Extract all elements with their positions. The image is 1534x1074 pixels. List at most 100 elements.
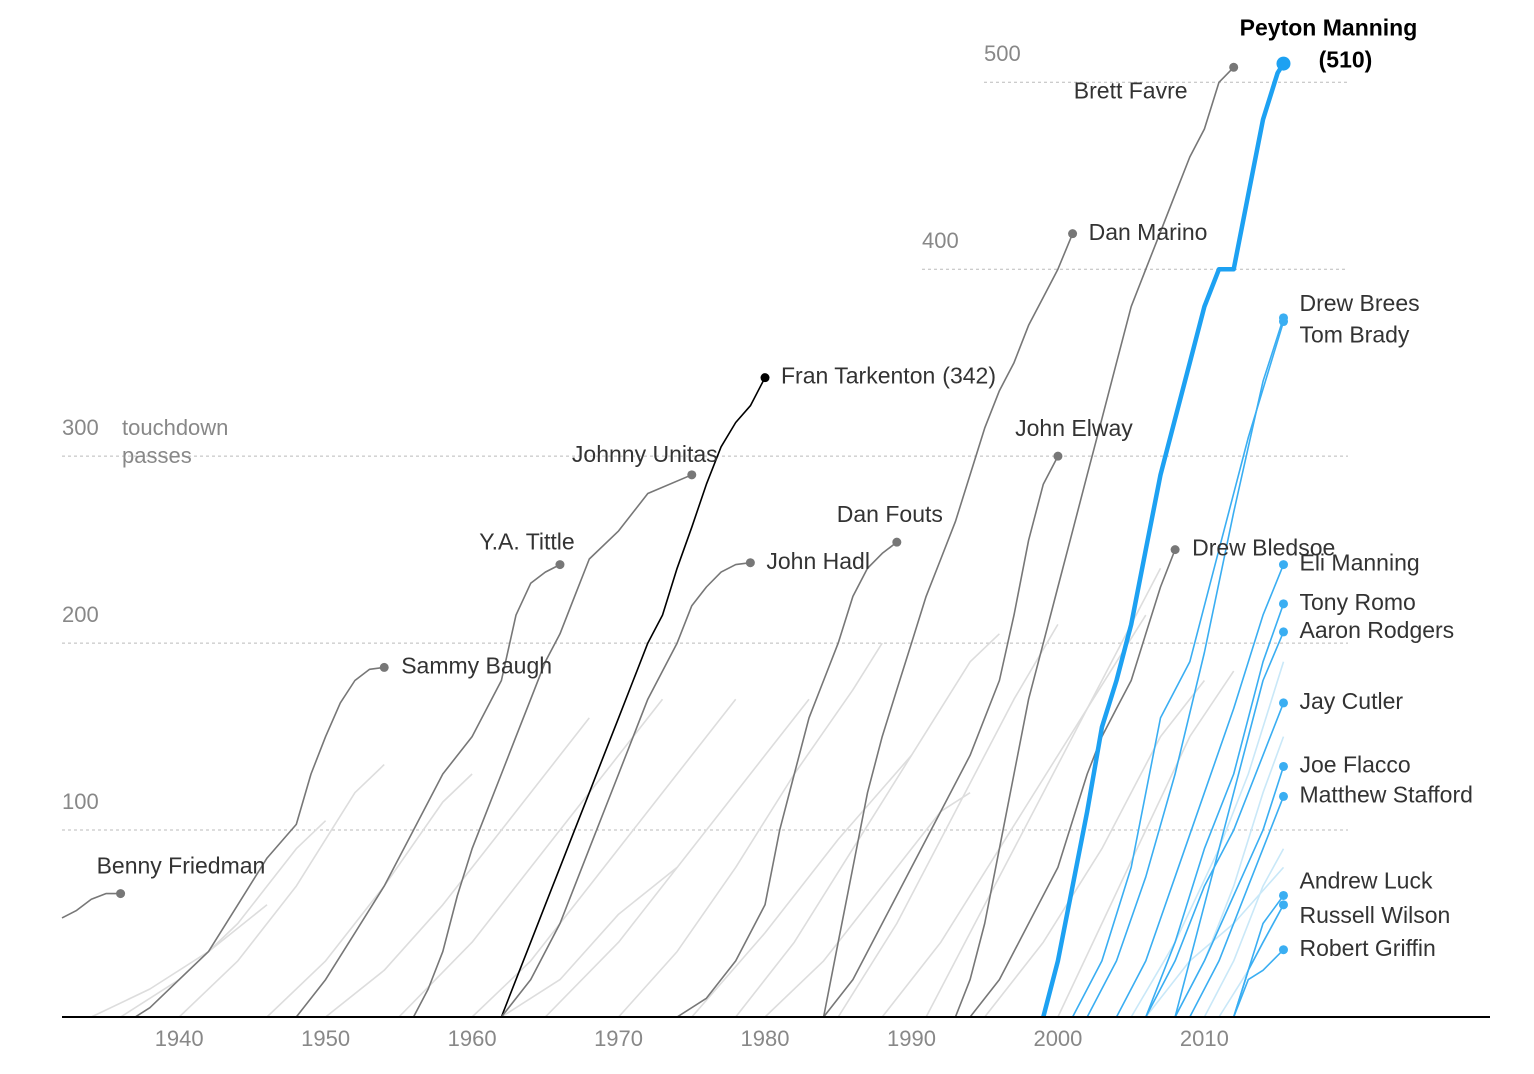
background-line (735, 633, 1000, 1018)
end-dot (1276, 56, 1291, 71)
background-line (925, 567, 1162, 1018)
background-line (1145, 866, 1285, 1018)
player-line (822, 455, 1059, 1018)
end-dot (1278, 599, 1288, 609)
series-label: Eli Manning (1299, 550, 1419, 576)
value-label: (342) (942, 363, 996, 389)
end-dot (1068, 229, 1078, 239)
series-label: Russell Wilson (1299, 902, 1450, 928)
series-label: Fran Tarkenton (781, 363, 935, 389)
end-dot (1278, 560, 1288, 570)
background-line (881, 614, 1147, 1018)
series-label: Y.A. Tittle (479, 529, 574, 555)
series-label: Drew Bledsoe (1192, 535, 1335, 561)
end-dot (116, 889, 126, 899)
y-tick-label: 300 (62, 415, 99, 440)
y-tick-label: 500 (984, 41, 1021, 66)
player-line (1189, 796, 1285, 1018)
background-line (325, 717, 590, 1018)
x-tick-label: 1950 (301, 1026, 350, 1051)
x-tick-label: 1940 (155, 1026, 204, 1051)
player-line (954, 66, 1235, 1018)
player-line (412, 474, 693, 1018)
background-line (1203, 848, 1285, 1018)
player-line (1174, 631, 1285, 1018)
end-dot (1278, 900, 1288, 910)
series-label: Andrew Luck (1299, 868, 1432, 894)
background-line (266, 773, 473, 1018)
x-tick-label: 1960 (448, 1026, 497, 1051)
x-tick-label: 1990 (887, 1026, 936, 1051)
end-dot (1278, 890, 1288, 900)
series-label: Tony Romo (1299, 589, 1415, 615)
series-label: Drew Brees (1299, 290, 1419, 316)
end-dot (1229, 62, 1239, 72)
series-label: John Elway (1015, 415, 1133, 441)
player-line (134, 666, 385, 1018)
series-label: Jay Cutler (1299, 688, 1403, 714)
background-line (837, 623, 1059, 1018)
x-tick-label: 1980 (741, 1026, 790, 1051)
end-dot (745, 558, 755, 568)
series-label: Peyton Manning (1240, 15, 1418, 41)
background-line (90, 904, 268, 1018)
end-dot (555, 560, 565, 570)
series-label: Johnny Unitas (572, 441, 718, 467)
player-line (676, 541, 898, 1018)
end-dot (892, 537, 902, 547)
player-line (1232, 949, 1285, 1018)
background-line (120, 820, 327, 1018)
player-line (1145, 702, 1285, 1018)
background-line (984, 680, 1206, 1018)
end-dot (760, 373, 770, 383)
player-line (500, 561, 751, 1018)
player-line (61, 892, 121, 919)
end-dot (1278, 698, 1288, 708)
background-line (178, 764, 385, 1018)
x-tick-label: 2010 (1180, 1026, 1229, 1051)
end-dot (379, 662, 389, 672)
end-dot (1278, 791, 1288, 801)
background-line (618, 642, 883, 1018)
y-tick-label: 400 (922, 228, 959, 253)
player-line (500, 377, 766, 1018)
player-line (969, 549, 1176, 1018)
background-line (500, 866, 678, 1018)
x-tick-label: 1970 (594, 1026, 643, 1051)
series-label: Benny Friedman (97, 853, 266, 879)
player-line (822, 233, 1074, 1018)
series-label: Sammy Baugh (401, 652, 552, 678)
series-label: Aaron Rodgers (1299, 617, 1454, 643)
series-label: Dan Fouts (837, 501, 943, 527)
background-line (691, 754, 913, 1018)
series-label: Matthew Stafford (1299, 781, 1472, 807)
end-dot (1278, 761, 1288, 771)
x-tick-label: 2000 (1033, 1026, 1082, 1051)
series-label: Robert Griffin (1299, 935, 1435, 961)
series-label: Tom Brady (1299, 322, 1409, 348)
player-line (1071, 321, 1285, 1018)
series-label: Joe Flacco (1299, 752, 1410, 778)
end-dot (1170, 545, 1180, 555)
player-line (1041, 62, 1286, 1018)
series-label: John Hadl (766, 548, 870, 574)
y-axis-label: touchdown passes (122, 415, 229, 468)
end-dot (1278, 945, 1288, 955)
background-line (398, 698, 664, 1018)
player-line (1232, 904, 1285, 1018)
player-line (1145, 603, 1285, 1018)
series-label: Brett Favre (1074, 77, 1188, 103)
end-dot (1278, 627, 1288, 637)
background-line (764, 792, 971, 1018)
y-tick-label: 200 (62, 602, 99, 627)
value-label: (510) (1319, 47, 1373, 73)
player-line (1174, 766, 1285, 1018)
end-dot (1278, 317, 1288, 327)
background-line (1057, 670, 1235, 1018)
player-line (1115, 564, 1285, 1018)
series-label: Dan Marino (1089, 219, 1208, 245)
y-tick-label: 100 (62, 789, 99, 814)
end-dot (1053, 451, 1063, 461)
